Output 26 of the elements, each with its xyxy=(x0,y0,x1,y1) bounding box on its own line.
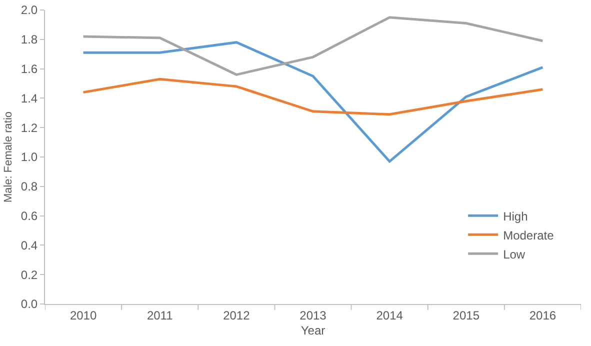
y-tick-label: 1.6 xyxy=(20,62,38,76)
y-tick-label: 2.0 xyxy=(20,3,38,18)
x-axis-title: Year xyxy=(300,323,326,338)
line-series xyxy=(82,78,544,116)
y-tick-label: 0.2 xyxy=(20,268,38,282)
x-tick-label: 2014 xyxy=(376,308,404,322)
line-series xyxy=(82,41,544,163)
y-tick-label: 0.4 xyxy=(20,238,38,252)
x-tick-label: 2012 xyxy=(223,308,250,322)
legend-label: Moderate xyxy=(503,228,554,242)
legend-label: Low xyxy=(503,247,526,262)
x-tick-label: 2010 xyxy=(70,308,97,322)
x-tick-label: 2011 xyxy=(146,308,174,322)
y-tick-label: 0.8 xyxy=(20,180,38,194)
y-tick-label: 1.0 xyxy=(20,150,38,164)
y-tick-label: 0.6 xyxy=(20,209,38,223)
y-axis-title: Male: Female ratio xyxy=(2,111,15,203)
x-tick-label: 2013 xyxy=(300,308,327,322)
legend-label: High xyxy=(503,209,528,224)
y-tick-label: 0.0 xyxy=(20,297,38,312)
x-tick-label: 2016 xyxy=(529,308,556,322)
y-tick-label: 1.2 xyxy=(20,120,38,135)
x-tick-label: 2015 xyxy=(452,308,480,322)
line-series xyxy=(82,16,544,76)
y-tick-label: 1.4 xyxy=(20,91,38,106)
y-tick-label: 1.8 xyxy=(20,32,38,47)
